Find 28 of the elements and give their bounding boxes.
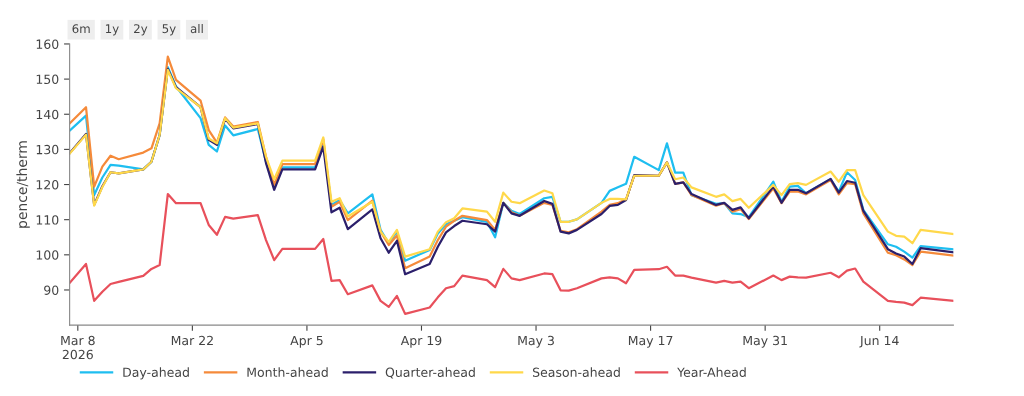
x-tick-label: May 17	[628, 335, 673, 348]
x-tick-label: Apr 5	[290, 335, 323, 348]
x-tick-label: May 3	[518, 335, 554, 348]
legend-label: Season-ahead	[532, 367, 620, 377]
x-tick-label: Mar 8 2026	[61, 335, 95, 360]
legend-label: Quarter-ahead	[385, 367, 475, 379]
legend-label: Day-ahead	[123, 367, 189, 380]
y-tick-label: 110	[36, 215, 59, 225]
x-tick-label: Mar 22	[171, 335, 213, 346]
text: 5y	[162, 24, 176, 36]
y-tick-label: 130	[36, 144, 59, 155]
y-tick-label: 160	[36, 39, 59, 49]
text: 2y	[134, 24, 148, 36]
y-tick-label: 140	[36, 109, 59, 120]
x-tick-label: May 31	[743, 335, 787, 348]
y-axis-title: pence/therm	[16, 141, 30, 228]
text: 1y	[105, 24, 119, 36]
y-tick-label: 120	[36, 180, 59, 190]
y-tick-label: 150	[36, 74, 59, 85]
text: 6m	[72, 24, 90, 34]
text: all	[190, 23, 203, 34]
y-tick-label: 100	[36, 250, 59, 260]
legend-label: Year-Ahead	[677, 367, 746, 377]
line-series	[69, 192, 954, 315]
x-tick-label: Apr 19	[400, 335, 442, 348]
y-tick-label: 90	[44, 285, 59, 295]
x-tick-label: Jun 14	[859, 335, 899, 348]
legend-label: Month-ahead	[247, 367, 328, 377]
